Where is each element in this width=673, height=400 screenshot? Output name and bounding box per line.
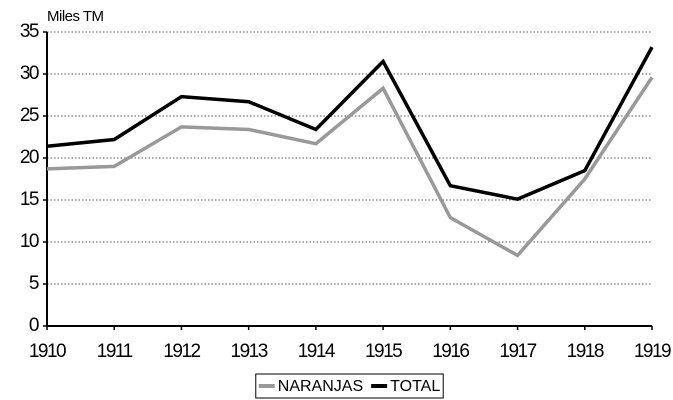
x-tick-label: 1915	[365, 341, 402, 362]
x-tick-label: 1916	[432, 341, 469, 362]
y-tick-label: 20	[20, 147, 39, 168]
legend-label: TOTAL	[390, 378, 440, 395]
x-tick-label: 1913	[231, 341, 268, 362]
y-tick-label: 30	[20, 63, 39, 84]
x-tick-label: 1912	[163, 341, 200, 362]
x-tick-label: 1917	[499, 341, 536, 362]
y-axis-label: Miles TM	[47, 8, 104, 25]
legend-box	[255, 373, 444, 399]
y-tick-label: 5	[29, 273, 39, 294]
y-tick-label: 25	[20, 105, 39, 126]
y-tick-label: 15	[20, 189, 39, 210]
x-tick-label: 1919	[634, 341, 671, 362]
x-tick-label: 1911	[97, 341, 133, 362]
legend: NARANJAS TOTAL	[255, 373, 444, 399]
data-line	[46, 76, 654, 258]
x-tick-label: 1910	[29, 341, 66, 362]
legend-label: NARANJAS	[278, 378, 363, 395]
y-tick-label: 10	[20, 231, 39, 252]
y-tick-label: 0	[29, 315, 39, 336]
x-tick-label: 1918	[567, 341, 604, 362]
y-tick-label: 35	[20, 21, 39, 42]
x-tick-label: 1914	[298, 341, 336, 362]
data-line	[46, 46, 654, 201]
